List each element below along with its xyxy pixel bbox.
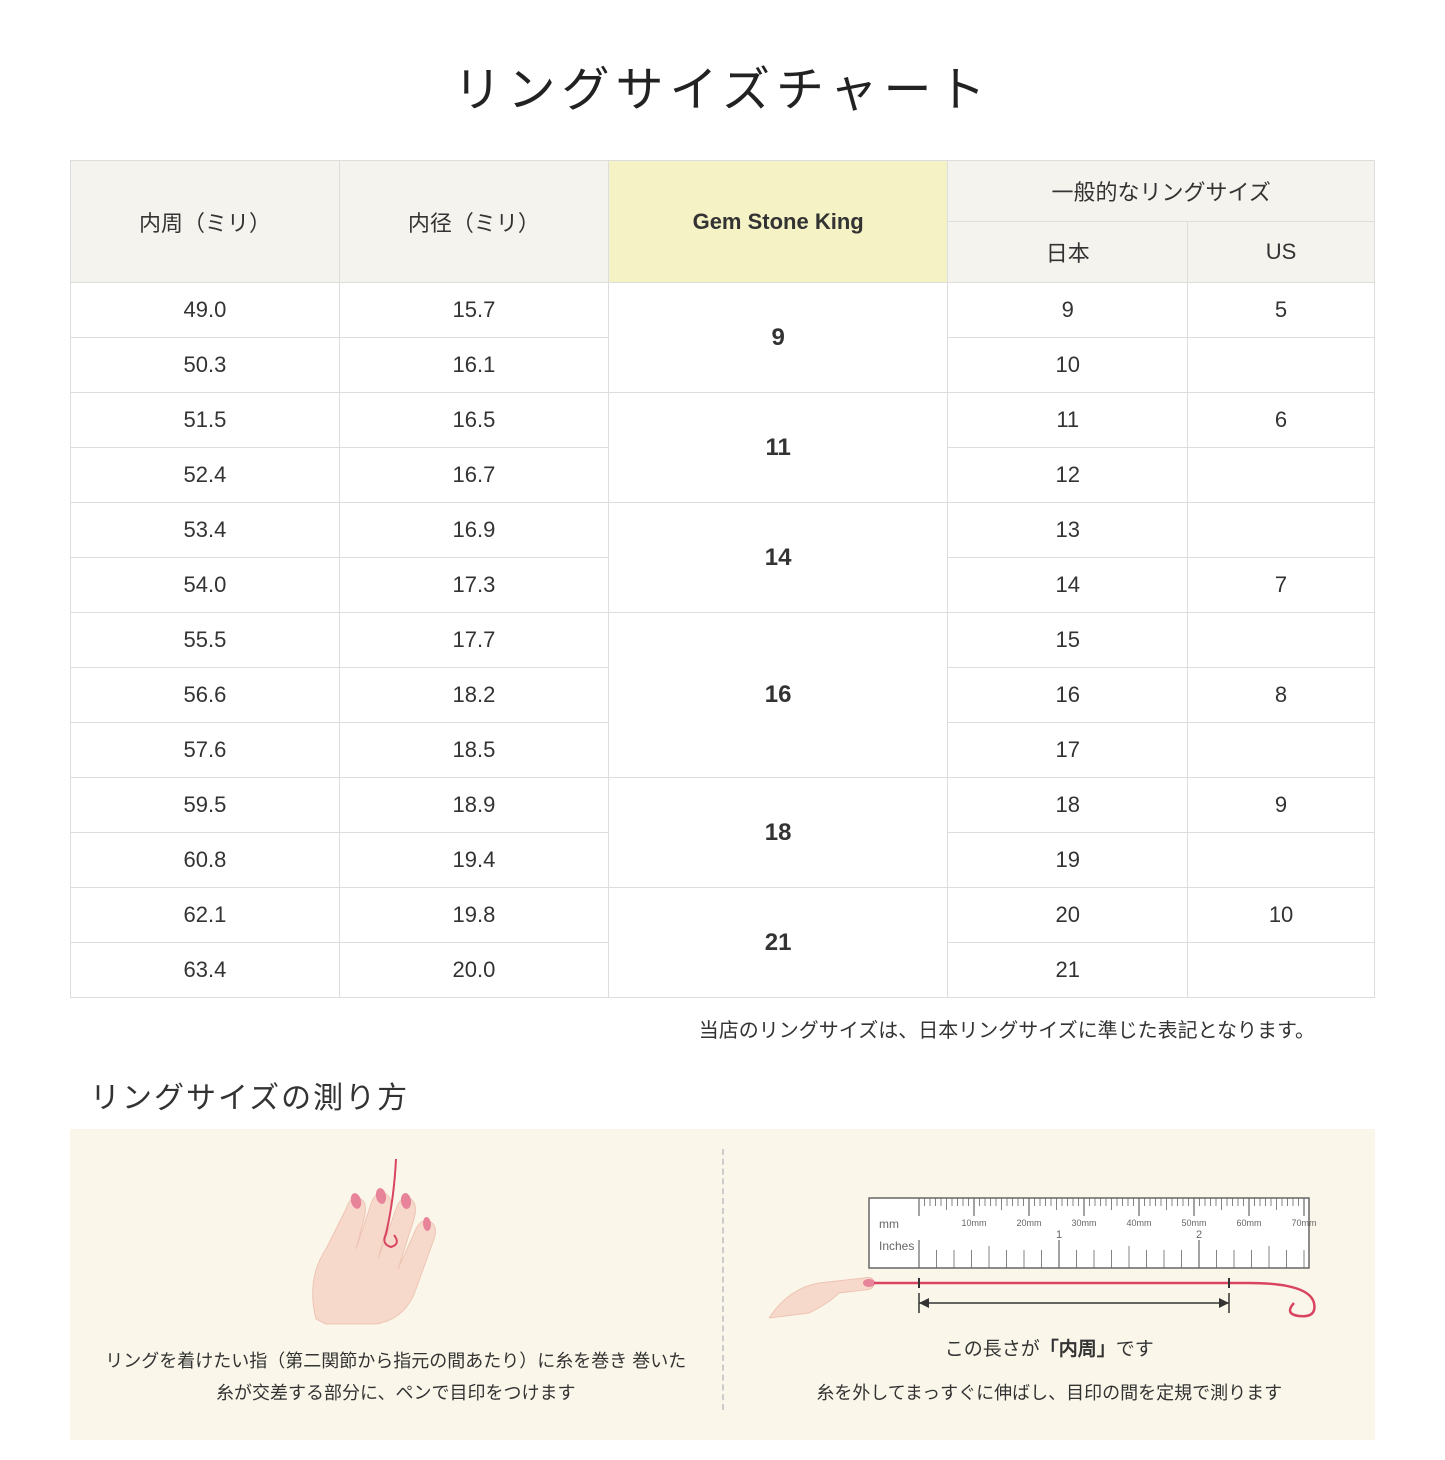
- cell-diameter: 19.8: [339, 888, 608, 943]
- cell-us: 6: [1188, 393, 1375, 448]
- cell-diameter: 20.0: [339, 943, 608, 998]
- instruction-right-text: 糸を外してまっすぐに伸ばし、目印の間を定規で測ります: [816, 1377, 1282, 1409]
- svg-text:30mm: 30mm: [1072, 1218, 1097, 1228]
- cell-diameter: 18.2: [339, 668, 608, 723]
- cell-diameter: 16.9: [339, 503, 608, 558]
- cell-gsk: 18: [608, 778, 948, 888]
- ruler-mm-label: mm: [879, 1217, 899, 1231]
- cell-japan: 21: [948, 943, 1188, 998]
- header-circumference: 内周（ミリ）: [71, 161, 340, 283]
- cell-circumference: 55.5: [71, 613, 340, 668]
- cell-japan: 14: [948, 558, 1188, 613]
- cell-japan: 12: [948, 448, 1188, 503]
- cell-japan: 11: [948, 393, 1188, 448]
- cell-gsk: 14: [608, 503, 948, 613]
- instruction-right: mm Inches 10mm 20mm 30mm 40mm 50mm 60mm 70mm 1…: [754, 1149, 1346, 1410]
- cell-us: [1188, 338, 1375, 393]
- svg-text:10mm: 10mm: [962, 1218, 987, 1228]
- cell-us: 5: [1188, 283, 1375, 338]
- cell-japan: 18: [948, 778, 1188, 833]
- svg-text:40mm: 40mm: [1127, 1218, 1152, 1228]
- cell-japan: 20: [948, 888, 1188, 943]
- table-row: 59.518.918189: [71, 778, 1375, 833]
- cell-diameter: 16.7: [339, 448, 608, 503]
- cell-diameter: 17.7: [339, 613, 608, 668]
- cell-us: [1188, 613, 1375, 668]
- instructions-divider: [722, 1149, 724, 1410]
- cell-circumference: 51.5: [71, 393, 340, 448]
- table-row: 62.119.8212010: [71, 888, 1375, 943]
- instructions-panel: リングを着けたい指（第二関節から指元の間あたり）に糸を巻き 巻いた糸が交差する部…: [70, 1129, 1375, 1440]
- instruction-left: リングを着けたい指（第二関節から指元の間あたり）に糸を巻き 巻いた糸が交差する部…: [100, 1149, 692, 1410]
- ruler-illustration: mm Inches 10mm 20mm 30mm 40mm 50mm 60mm 70mm 1…: [769, 1188, 1329, 1328]
- cell-japan: 17: [948, 723, 1188, 778]
- cell-japan: 10: [948, 338, 1188, 393]
- instruction-left-text: リングを着けたい指（第二関節から指元の間あたり）に糸を巻き 巻いた糸が交差する部…: [100, 1345, 692, 1410]
- cell-japan: 9: [948, 283, 1188, 338]
- cell-circumference: 59.5: [71, 778, 340, 833]
- instructions-title: リングサイズの測り方: [90, 1073, 1375, 1117]
- table-row: 55.517.71615: [71, 613, 1375, 668]
- cell-gsk: 11: [608, 393, 948, 503]
- page-title: リングサイズチャート: [70, 50, 1375, 120]
- cell-circumference: 50.3: [71, 338, 340, 393]
- table-note: 当店のリングサイズは、日本リングサイズに準じた表記となります。: [70, 1014, 1375, 1043]
- header-gsk: Gem Stone King: [608, 161, 948, 283]
- header-japan: 日本: [948, 222, 1188, 283]
- cell-circumference: 60.8: [71, 833, 340, 888]
- cell-us: 7: [1188, 558, 1375, 613]
- header-general: 一般的なリングサイズ: [948, 161, 1375, 222]
- cell-diameter: 16.1: [339, 338, 608, 393]
- table-row: 49.015.7995: [71, 283, 1375, 338]
- cell-gsk: 16: [608, 613, 948, 778]
- cell-japan: 13: [948, 503, 1188, 558]
- svg-text:20mm: 20mm: [1017, 1218, 1042, 1228]
- cell-circumference: 49.0: [71, 283, 340, 338]
- cell-japan: 16: [948, 668, 1188, 723]
- table-row: 53.416.91413: [71, 503, 1375, 558]
- cell-diameter: 16.5: [339, 393, 608, 448]
- cell-circumference: 53.4: [71, 503, 340, 558]
- cell-us: [1188, 448, 1375, 503]
- cell-circumference: 57.6: [71, 723, 340, 778]
- svg-text:70mm: 70mm: [1292, 1218, 1317, 1228]
- hand-wrap-illustration: [256, 1149, 536, 1329]
- cell-japan: 19: [948, 833, 1188, 888]
- measurement-label: この長さが「内周」です: [945, 1334, 1154, 1361]
- cell-diameter: 17.3: [339, 558, 608, 613]
- header-us: US: [1188, 222, 1375, 283]
- cell-us: 10: [1188, 888, 1375, 943]
- cell-us: 9: [1188, 778, 1375, 833]
- cell-circumference: 63.4: [71, 943, 340, 998]
- svg-text:50mm: 50mm: [1182, 1218, 1207, 1228]
- cell-us: 8: [1188, 668, 1375, 723]
- svg-text:2: 2: [1196, 1229, 1202, 1241]
- header-diameter: 内径（ミリ）: [339, 161, 608, 283]
- cell-japan: 15: [948, 613, 1188, 668]
- size-chart-table: 内周（ミリ） 内径（ミリ） Gem Stone King 一般的なリングサイズ …: [70, 160, 1375, 998]
- cell-gsk: 21: [608, 888, 948, 998]
- cell-circumference: 56.6: [71, 668, 340, 723]
- cell-diameter: 19.4: [339, 833, 608, 888]
- cell-us: [1188, 833, 1375, 888]
- cell-circumference: 62.1: [71, 888, 340, 943]
- cell-us: [1188, 723, 1375, 778]
- cell-gsk: 9: [608, 283, 948, 393]
- table-row: 51.516.511116: [71, 393, 1375, 448]
- cell-circumference: 54.0: [71, 558, 340, 613]
- cell-diameter: 18.9: [339, 778, 608, 833]
- svg-text:1: 1: [1056, 1229, 1062, 1241]
- ruler-inch-label: Inches: [879, 1239, 914, 1253]
- cell-diameter: 18.5: [339, 723, 608, 778]
- cell-diameter: 15.7: [339, 283, 608, 338]
- cell-circumference: 52.4: [71, 448, 340, 503]
- cell-us: [1188, 503, 1375, 558]
- cell-us: [1188, 943, 1375, 998]
- svg-text:60mm: 60mm: [1237, 1218, 1262, 1228]
